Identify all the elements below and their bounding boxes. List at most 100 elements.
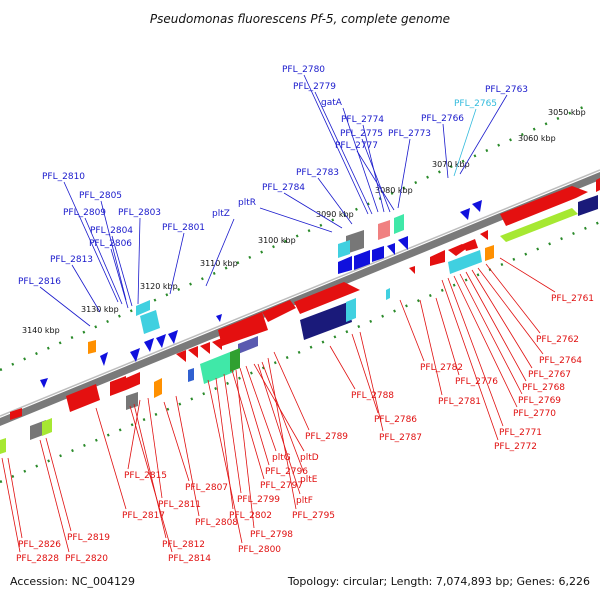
forward-gene-block[interactable]	[42, 418, 52, 436]
gene-label[interactable]: PFL_2813	[50, 255, 93, 265]
gene-label[interactable]: PFL_2800	[238, 545, 281, 555]
forward-gene-arrow[interactable]	[126, 372, 140, 390]
forward-gene-block[interactable]	[448, 250, 482, 274]
forward-gene-arrow[interactable]	[218, 312, 268, 346]
gene-label[interactable]: PFL_2805	[79, 191, 122, 201]
forward-gene-block[interactable]	[88, 340, 96, 354]
gene-label[interactable]: pltR	[238, 198, 256, 208]
gene-label[interactable]: PFL_2815	[124, 471, 167, 481]
forward-gene-arrow[interactable]	[176, 350, 186, 362]
reverse-gene-arrow[interactable]	[354, 250, 370, 270]
gene-label[interactable]: PFL_2816	[18, 277, 61, 287]
gene-label[interactable]: PFL_2776	[455, 377, 498, 387]
gene-label[interactable]: pltF	[296, 496, 313, 506]
reverse-gene-arrow[interactable]	[156, 334, 166, 348]
gene-label[interactable]: PFL_2770	[513, 409, 556, 419]
reverse-gene-arrow[interactable]	[130, 348, 140, 362]
forward-gene-arrow[interactable]	[10, 408, 22, 420]
forward-gene-arrow[interactable]	[480, 230, 488, 240]
gene-label[interactable]: PFL_2810	[42, 172, 85, 182]
forward-gene-block[interactable]	[394, 214, 404, 234]
gene-label[interactable]: PFL_2763	[485, 85, 528, 95]
reverse-gene-arrow[interactable]	[168, 330, 178, 344]
forward-gene-arrow[interactable]	[212, 338, 222, 350]
gene-label[interactable]: gatA	[321, 98, 343, 108]
forward-gene-arrow[interactable]	[188, 346, 198, 358]
forward-gene-block[interactable]	[136, 300, 150, 316]
gene-label[interactable]: PFL_2819	[67, 533, 110, 543]
gene-label[interactable]: PFL_2769	[518, 396, 561, 406]
gene-label[interactable]: PFL_2812	[162, 540, 205, 550]
forward-gene-block[interactable]	[140, 310, 160, 334]
gene-label[interactable]: PFL_2777	[335, 141, 378, 151]
gene-label[interactable]: PFL_2782	[420, 363, 463, 373]
forward-gene-block[interactable]	[346, 230, 364, 254]
forward-gene-arrow[interactable]	[110, 376, 126, 396]
forward-gene-arrow[interactable]	[200, 342, 210, 354]
forward-gene-arrow[interactable]	[430, 250, 445, 266]
gene-label[interactable]: PFL_2765	[454, 99, 497, 109]
forward-gene-arrow[interactable]	[66, 384, 100, 412]
gene-label[interactable]: PFL_2761	[551, 294, 594, 304]
forward-gene-block[interactable]	[578, 195, 598, 216]
reverse-gene-arrow[interactable]	[144, 338, 154, 352]
forward-gene-block[interactable]	[238, 336, 258, 354]
gene-label[interactable]: PFL_2811	[158, 500, 201, 510]
reverse-gene-arrow[interactable]	[387, 243, 395, 255]
gene-label[interactable]: PFL_2767	[528, 370, 571, 380]
forward-gene-arrow[interactable]	[596, 178, 600, 192]
gene-label[interactable]: PFL_2768	[522, 383, 565, 393]
forward-gene-block[interactable]	[485, 245, 494, 261]
forward-gene-block[interactable]	[0, 438, 6, 454]
gene-label[interactable]: pltZ	[212, 209, 230, 219]
forward-gene-block[interactable]	[346, 298, 356, 322]
forward-gene-arrow[interactable]	[409, 266, 415, 274]
gene-label[interactable]: pltE	[300, 475, 318, 485]
gene-label[interactable]: PFL_2764	[539, 356, 582, 366]
gene-label[interactable]: PFL_2774	[341, 115, 384, 125]
forward-gene-arrow[interactable]	[262, 300, 296, 322]
gene-label[interactable]: PFL_2773	[388, 129, 431, 139]
reverse-gene-arrow[interactable]	[472, 200, 482, 212]
reverse-gene-arrow[interactable]	[372, 246, 384, 262]
gene-label[interactable]: PFL_2795	[292, 511, 335, 521]
gene-label[interactable]: PFL_2798	[250, 530, 293, 540]
gene-label[interactable]: PFL_2772	[494, 442, 537, 452]
gene-label[interactable]: PFL_2771	[499, 428, 542, 438]
gene-label[interactable]: PFL_2762	[536, 335, 579, 345]
gene-label[interactable]: PFL_2802	[229, 511, 272, 521]
gene-label[interactable]: PFL_2820	[65, 554, 108, 564]
gene-label[interactable]: PFL_2804	[90, 226, 133, 236]
forward-gene-block[interactable]	[154, 378, 162, 398]
gene-label[interactable]: PFL_2789	[305, 432, 348, 442]
gene-label[interactable]: PFL_2779	[293, 82, 336, 92]
gene-label[interactable]: PFL_2788	[351, 391, 394, 401]
forward-gene-block[interactable]	[338, 240, 350, 258]
gene-label[interactable]: pltG	[272, 453, 291, 463]
gene-label[interactable]: PFL_2780	[282, 65, 325, 75]
forward-gene-block[interactable]	[500, 208, 578, 242]
gene-label[interactable]: pltD	[300, 453, 319, 463]
forward-gene-arrow[interactable]	[294, 282, 360, 314]
forward-gene-block[interactable]	[230, 348, 240, 372]
gene-label[interactable]: PFL_2797	[260, 481, 303, 491]
gene-label[interactable]: PFL_2803	[118, 208, 161, 218]
forward-gene-block[interactable]	[378, 220, 390, 240]
gene-label[interactable]: PFL_2766	[421, 114, 464, 124]
forward-gene-arrow[interactable]	[500, 186, 588, 226]
gene-label[interactable]: PFL_2817	[122, 511, 165, 521]
gene-label[interactable]: PFL_2814	[168, 554, 211, 564]
forward-gene-block[interactable]	[300, 302, 352, 340]
gene-label[interactable]: PFL_2828	[16, 554, 59, 564]
reverse-gene-arrow[interactable]	[398, 236, 408, 250]
reverse-gene-arrow[interactable]	[216, 314, 222, 322]
gene-label[interactable]: PFL_2799	[237, 495, 280, 505]
reverse-gene-arrow[interactable]	[40, 378, 48, 388]
gene-label[interactable]: PFL_2783	[296, 168, 339, 178]
forward-gene-block[interactable]	[126, 392, 138, 410]
gene-label[interactable]: PFL_2775	[340, 129, 383, 139]
gene-label[interactable]: PFL_2786	[374, 415, 417, 425]
gene-label[interactable]: PFL_2781	[438, 397, 481, 407]
forward-gene-block[interactable]	[386, 288, 390, 300]
gene-label[interactable]: PFL_2808	[195, 518, 238, 528]
